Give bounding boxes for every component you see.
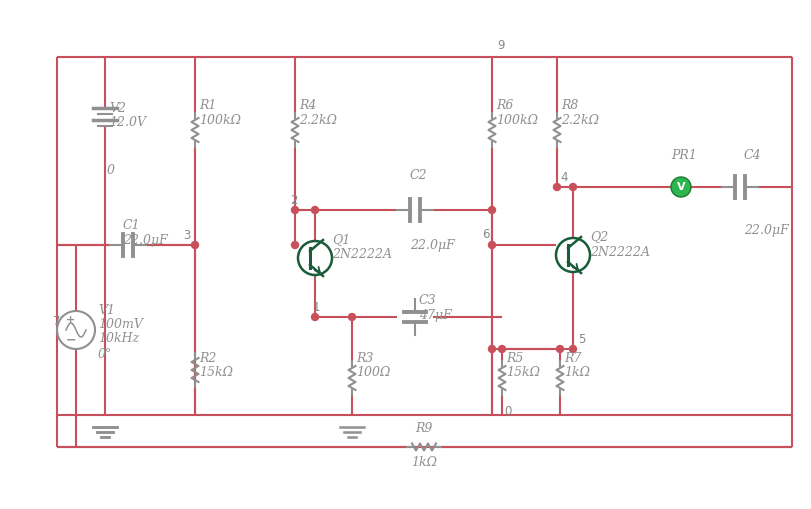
Circle shape [569,184,576,190]
Text: 12.0V: 12.0V [109,116,146,128]
Text: V: V [676,182,684,192]
Text: 5: 5 [577,333,585,346]
Text: 15kΩ: 15kΩ [199,366,233,380]
Circle shape [291,207,298,213]
Text: R6: R6 [496,99,513,111]
Text: 6: 6 [482,228,489,241]
Text: R4: R4 [298,99,316,111]
Circle shape [311,314,318,321]
Text: C3: C3 [418,294,436,306]
Circle shape [488,207,495,213]
Text: 0: 0 [504,405,511,418]
Text: 2N2222A: 2N2222A [590,245,649,259]
Text: 9: 9 [496,39,504,52]
Text: C1: C1 [122,218,140,232]
Circle shape [556,346,563,353]
Text: 100kΩ: 100kΩ [496,114,538,127]
Text: 7: 7 [54,315,61,328]
Text: 1: 1 [312,301,320,314]
Text: PR1: PR1 [670,149,696,161]
Text: R7: R7 [564,352,581,364]
Text: 100kΩ: 100kΩ [199,114,241,127]
Text: R9: R9 [414,421,432,435]
Circle shape [291,241,298,248]
Circle shape [348,314,355,321]
Circle shape [488,346,495,353]
Text: 22.0μF: 22.0μF [122,234,168,246]
Text: −: − [66,333,76,347]
Text: Q2: Q2 [590,231,607,243]
Text: R3: R3 [355,352,373,364]
Circle shape [498,346,505,353]
Text: 15kΩ: 15kΩ [505,366,539,380]
Text: C2: C2 [410,168,427,182]
Text: 22.0μF: 22.0μF [743,223,787,237]
Circle shape [553,184,560,190]
Text: 0: 0 [107,163,115,177]
Text: 2N2222A: 2N2222A [332,248,392,262]
Text: R2: R2 [199,352,216,364]
Text: 10kHz: 10kHz [98,332,139,346]
Text: 1kΩ: 1kΩ [564,366,590,380]
Text: R1: R1 [199,99,216,111]
Circle shape [191,241,198,248]
Text: V2: V2 [109,101,126,115]
Text: 1kΩ: 1kΩ [410,456,436,468]
Text: 100mV: 100mV [98,318,143,330]
Text: V1: V1 [98,303,115,317]
Text: 4: 4 [560,171,567,184]
Text: C4: C4 [743,149,761,161]
Text: R8: R8 [560,99,577,111]
Circle shape [311,207,318,213]
Text: +: + [67,315,75,325]
Text: 100Ω: 100Ω [355,366,390,380]
Text: 3: 3 [182,229,190,242]
Text: 0°: 0° [98,348,112,360]
Text: 2.2kΩ: 2.2kΩ [560,114,599,127]
Text: Q1: Q1 [332,234,350,246]
Circle shape [488,241,495,248]
Circle shape [569,346,576,353]
Text: 47μF: 47μF [418,308,451,322]
Circle shape [670,177,690,197]
Text: 22.0μF: 22.0μF [410,239,454,251]
Text: R5: R5 [505,352,523,364]
Text: 2.2kΩ: 2.2kΩ [298,114,337,127]
Text: 2: 2 [290,194,297,207]
